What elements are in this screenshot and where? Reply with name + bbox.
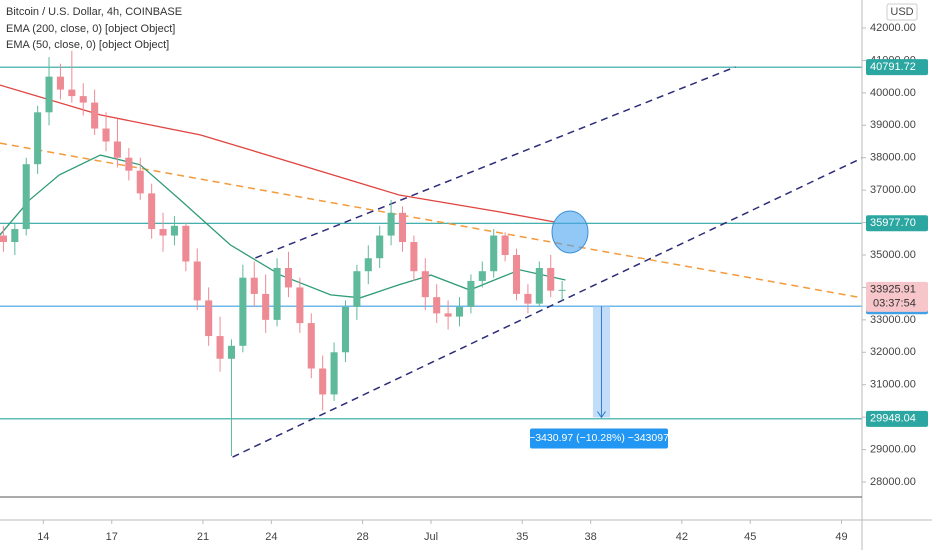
candle-body: [239, 277, 247, 346]
candle-body: [319, 368, 327, 395]
trend-line: [0, 142, 862, 299]
candle-body: [22, 164, 30, 230]
candle-body: [273, 267, 281, 320]
candle-body: [182, 225, 190, 262]
y-tick-label: 33000.00: [870, 314, 916, 326]
y-tick-label: 38000.00: [870, 152, 916, 164]
candle-body: [376, 235, 384, 259]
ema-line: [0, 154, 566, 299]
candle-body: [330, 352, 338, 395]
measure-label: −3430.97 (−10.28%) −343097: [529, 432, 669, 444]
highlight-circle: [551, 210, 589, 254]
candle-body: [68, 89, 76, 97]
price-badge: [866, 215, 928, 232]
y-tick-label: 35000.00: [870, 249, 916, 261]
x-tick-label: 35: [516, 531, 528, 543]
y-tick-label: 32000.00: [870, 346, 916, 358]
candle-body: [307, 323, 315, 369]
candle-body: [433, 297, 441, 314]
candle-body: [125, 157, 133, 171]
x-tick-label: 28: [356, 531, 368, 543]
candle-body: [250, 277, 258, 294]
x-tick-label: 49: [835, 531, 847, 543]
candle-body: [296, 287, 304, 324]
price-badge-label: 35977.70: [870, 217, 916, 229]
candle-body: [535, 267, 543, 304]
candle-body: [0, 235, 7, 243]
candle-body: [387, 212, 395, 236]
candle-body: [262, 293, 270, 320]
candle-body: [34, 112, 42, 165]
candle-body: [102, 128, 110, 142]
candle-body: [113, 141, 121, 158]
trend-line: [255, 66, 736, 259]
candle-body: [490, 235, 498, 272]
x-tick-label: 14: [37, 531, 49, 543]
currency: USD: [890, 6, 913, 18]
candle-body: [478, 271, 486, 281]
x-tick-label: 42: [676, 531, 688, 543]
candle-body: [341, 306, 350, 353]
candle-body: [159, 229, 167, 236]
x-tick-label: Jul: [424, 531, 438, 543]
candle-body: [353, 271, 361, 307]
y-tick-label: 37000.00: [870, 184, 916, 196]
plot-area: [0, 50, 862, 458]
legend-entry: EMA (200, close, 0) [object Object]: [6, 23, 175, 35]
countdown-label: 03:37:54: [873, 298, 916, 310]
x-tick-label: 38: [585, 531, 597, 543]
candle-body: [547, 267, 555, 291]
last-price-label: 33925.91: [870, 284, 916, 296]
x-tick-label: 24: [265, 531, 277, 543]
price-badge: [866, 59, 928, 76]
chart-title: Bitcoin / U.S. Dollar, 4h, COINBASE: [6, 6, 182, 18]
candle-body: [45, 76, 53, 113]
x-tick-label: 17: [106, 531, 118, 543]
legend-entry: EMA (50, close, 0) [object Object]: [6, 39, 169, 51]
price-badge-label: 29948.04: [870, 413, 916, 425]
candle-body: [512, 255, 521, 294]
candle-body: [11, 229, 19, 243]
price-badge-label: 40791.72: [870, 61, 916, 73]
y-tick-label: 29000.00: [870, 443, 916, 455]
last-price-badge: [866, 281, 928, 312]
y-tick-label: 39000.00: [870, 119, 916, 131]
candle-body: [398, 212, 407, 243]
candle-body: [148, 193, 156, 230]
candle-body: [467, 280, 475, 307]
x-tick-label: 45: [744, 531, 756, 543]
y-tick-label: 42000.00: [870, 22, 916, 34]
candle-body: [79, 96, 87, 103]
price-badge: [866, 410, 928, 427]
candle-body: [410, 242, 418, 272]
y-tick-label: 40000.00: [870, 87, 916, 99]
measure-arrowhead: [597, 411, 606, 419]
candle-body: [170, 225, 178, 236]
candle-body: [216, 336, 224, 359]
currency-box: [886, 3, 918, 21]
candle-body: [524, 293, 532, 304]
trend-line: [232, 157, 862, 458]
candle-body: [205, 300, 213, 337]
y-tick-label: 31000.00: [870, 379, 916, 391]
candle-body: [227, 345, 235, 359]
y-tick-label: 28000.00: [870, 476, 916, 488]
x-tick-label: 21: [197, 531, 209, 543]
candle-body: [501, 235, 509, 255]
measure-label-box: [530, 428, 668, 449]
candle-body: [455, 306, 464, 317]
candle-body: [56, 76, 64, 90]
candle-body: [136, 170, 144, 194]
candle-body: [91, 102, 99, 129]
candle-body: [444, 313, 452, 317]
candle-body: [421, 271, 429, 298]
candle-body: [193, 261, 201, 301]
ema-line: [0, 84, 555, 223]
candle-body: [364, 258, 372, 272]
candle-body: [284, 267, 293, 288]
candle-body: [558, 289, 566, 291]
